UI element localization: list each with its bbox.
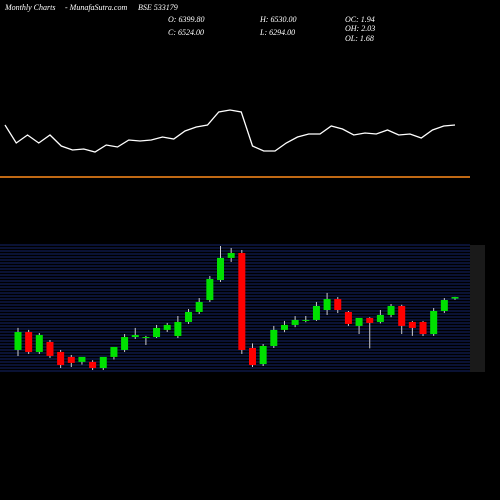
candle-body	[99, 356, 107, 369]
candle-body	[195, 302, 203, 312]
candle-body	[153, 327, 161, 338]
candle-body	[398, 306, 406, 326]
candle-body	[121, 337, 129, 350]
candle-body	[142, 337, 150, 339]
candle-body	[344, 311, 352, 324]
candle-body	[131, 335, 139, 338]
low-label: L: 6294.00	[259, 28, 295, 37]
site-name: - MunafaSutra.com	[65, 3, 127, 12]
candle-body	[419, 321, 427, 335]
candle-body	[440, 300, 448, 311]
candle-body	[217, 257, 225, 280]
price-scale	[470, 245, 485, 372]
high-label: H: 6530.00	[259, 15, 296, 24]
oh-label: OH: 2.03	[345, 24, 375, 33]
candle-body	[430, 310, 438, 335]
candle-body	[57, 351, 65, 366]
candle-body	[163, 324, 171, 330]
candle-body	[376, 314, 384, 322]
candle-body	[238, 252, 246, 350]
candle-body	[67, 356, 75, 363]
symbol: BSE 533179	[138, 3, 178, 12]
candle-body	[174, 321, 182, 337]
candle-body	[323, 299, 331, 310]
candle-body	[366, 317, 374, 323]
ol-label: OL: 1.68	[345, 34, 374, 43]
chart-label: Monthly Charts	[4, 3, 55, 12]
candle-body	[185, 311, 193, 322]
open-label: O: 6399.80	[168, 15, 204, 24]
candle-body	[302, 319, 310, 321]
candle-body	[291, 319, 299, 325]
candle-body	[312, 306, 320, 320]
candle-body	[451, 296, 459, 299]
candle-body	[78, 356, 86, 362]
oc-label: OC: 1.94	[345, 15, 375, 24]
candle-body	[35, 335, 43, 352]
candle-body	[355, 317, 363, 326]
candle-body	[25, 332, 33, 352]
candle-body	[206, 278, 214, 301]
candle-body	[248, 347, 256, 366]
close-label: C: 6524.00	[168, 28, 204, 37]
candle-body	[14, 332, 22, 350]
candle-body	[334, 299, 342, 310]
candle-body	[46, 341, 54, 356]
candle-body	[387, 306, 395, 315]
candle-body	[280, 324, 288, 330]
candle-body	[89, 361, 97, 369]
candle-body	[110, 346, 118, 357]
candle-body	[259, 345, 267, 365]
candle-body	[227, 252, 235, 258]
price-line	[4, 109, 456, 153]
candle-body	[270, 329, 278, 346]
candle-body	[408, 321, 416, 328]
